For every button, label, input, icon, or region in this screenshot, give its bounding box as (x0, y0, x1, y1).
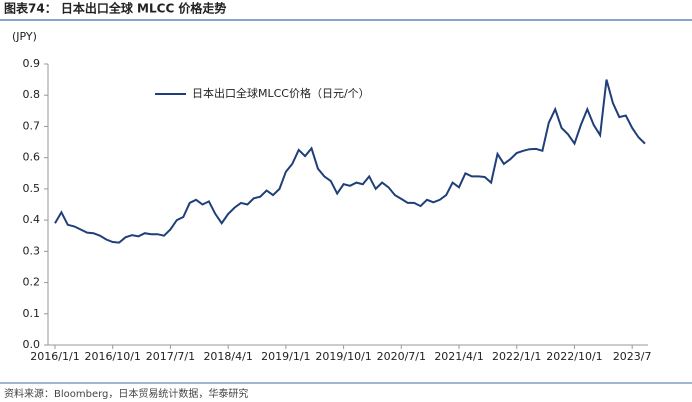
line-series (54, 79, 646, 244)
x-tick-label: 2019/1/1 (261, 350, 310, 363)
x-tick-label: 2022/10/1 (546, 350, 602, 363)
source: 资料来源：Bloomberg，日本贸易统计数据，华泰研究 (4, 387, 248, 400)
legend-label: 日本出口全球MLCC价格（日元/个） (192, 86, 370, 100)
y-tick-label: 0.4 (23, 213, 41, 226)
y-tick-label: 0.9 (23, 57, 41, 70)
y-tick-label: 0.3 (23, 244, 41, 257)
x-tick-label: 2020/7/1 (377, 350, 426, 363)
x-tick-label: 2017/7/1 (146, 350, 195, 363)
y-axis-label: (JPY) (12, 30, 37, 43)
x-tick-label: 2018/4/1 (203, 350, 252, 363)
x-tick-label: 2016/1/1 (30, 350, 79, 363)
x-tick-label: 2021/4/1 (434, 350, 483, 363)
y-tick-label: 0.2 (23, 276, 41, 289)
x-tick-label: 2023/7 (613, 350, 652, 363)
x-tick-label: 2016/10/1 (85, 350, 141, 363)
y-tick-label: 0.0 (23, 338, 41, 351)
x-tick-label: 2019/10/1 (315, 350, 371, 363)
x-tick-label: 2022/1/1 (492, 350, 541, 363)
chart-title: 图表74： 日本出口全球 MLCC 价格走势 (4, 1, 226, 16)
y-tick-label: 0.7 (23, 119, 41, 132)
y-tick-label: 0.5 (23, 182, 41, 195)
y-tick-label: 0.1 (23, 307, 41, 320)
y-tick-label: 0.8 (23, 88, 41, 101)
y-tick-label: 0.6 (23, 151, 41, 164)
